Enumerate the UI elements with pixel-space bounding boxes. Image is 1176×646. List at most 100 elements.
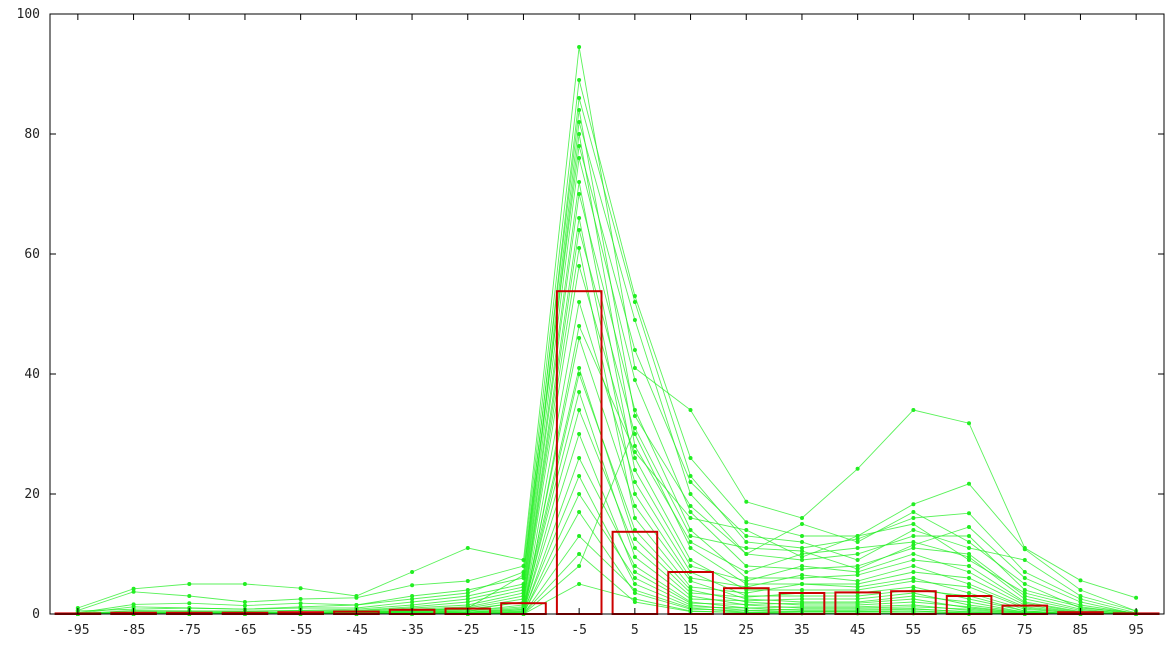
profile-point [911,408,916,412]
profile-point [911,502,916,507]
profile-point [577,108,582,112]
profile-point [632,456,637,460]
profile-point [298,597,303,601]
profile-point [688,510,693,514]
profile-point [800,576,804,580]
profile-point [577,180,582,184]
profile-point [632,570,637,574]
y-tick-label: 100 [17,7,40,22]
profile-point [1022,570,1027,574]
profile-point [855,588,860,592]
profile-point [410,597,415,601]
x-tick-label: 35 [794,623,810,638]
profile-point [410,600,415,604]
profile-point [800,555,804,559]
profile-point [911,546,916,550]
profile-point [242,603,247,608]
profile-point [800,546,804,550]
profile-point [298,601,303,606]
profile-point [688,516,693,520]
profile-point [577,132,582,136]
x-tick-label: -95 [66,623,89,638]
profile-point [967,552,971,556]
x-tick-label: -15 [512,623,535,638]
profile-point [911,564,916,568]
profile-point [800,588,804,592]
profile-point [688,558,693,562]
x-tick-label: -55 [289,623,312,638]
profile-point [632,600,637,604]
profile-point [187,582,192,586]
profile-point [577,456,582,460]
profile-point [577,534,582,538]
profile-point [131,589,136,594]
profile-point [800,534,804,538]
profile-point [1022,588,1027,592]
profile-point [688,585,693,589]
profile-point [744,534,749,538]
profile-point [242,600,247,604]
profile-point [744,595,749,600]
profile-point [967,555,971,559]
profile-point [911,594,916,598]
profile-point [967,558,971,562]
profile-point [800,516,804,520]
profile-point [632,414,637,418]
profile-point [855,564,860,568]
profile-point [688,591,693,595]
profile-point [911,543,916,547]
profile-point [967,525,971,529]
profile-point [688,579,693,583]
profile-point [410,570,415,574]
profile-point [1022,576,1027,580]
profile-point [855,601,860,606]
profile-point [688,597,693,601]
profile-point [855,537,860,541]
profile-point [967,481,971,486]
profile-point [577,390,582,394]
profile-point [688,594,693,598]
profile-point [465,594,470,598]
profile-point [577,96,582,100]
profile-point [911,534,916,538]
profile-point [911,603,916,607]
profile-point [577,408,582,412]
profile-point [911,558,916,562]
profile-point [465,600,470,604]
profile-point [577,78,582,82]
profile-point [688,588,693,592]
profile-point [577,492,582,496]
profile-point [632,450,637,454]
profile-point [465,546,470,550]
profile-point [577,582,582,586]
profile-point [577,246,582,250]
x-tick-label: -5 [571,623,587,638]
profile-point [855,573,860,577]
profile-point [967,546,971,550]
profile-point [632,555,637,559]
profile-point [1022,594,1027,598]
profile-point [911,579,916,583]
x-tick-label: -75 [178,623,201,638]
profile-point [577,216,582,220]
profile-line-26 [77,109,1137,614]
profile-point [242,582,247,586]
profile-point [298,604,303,609]
profile-point [744,564,749,568]
profile-point [1078,600,1083,604]
profile-point [465,579,470,583]
profile-point [688,576,693,580]
x-tick-label: 95 [1128,623,1144,638]
profile-point [688,546,693,550]
profile-point [632,348,637,352]
profile-point [1022,597,1027,601]
profile-point [1134,595,1139,600]
y-tick-label: 40 [24,367,40,382]
profile-point [967,585,971,589]
profile-line-2 [77,97,1137,614]
profile-point [577,564,582,568]
profile-point [911,600,916,604]
profile-point [744,540,749,544]
profile-point [577,366,582,370]
